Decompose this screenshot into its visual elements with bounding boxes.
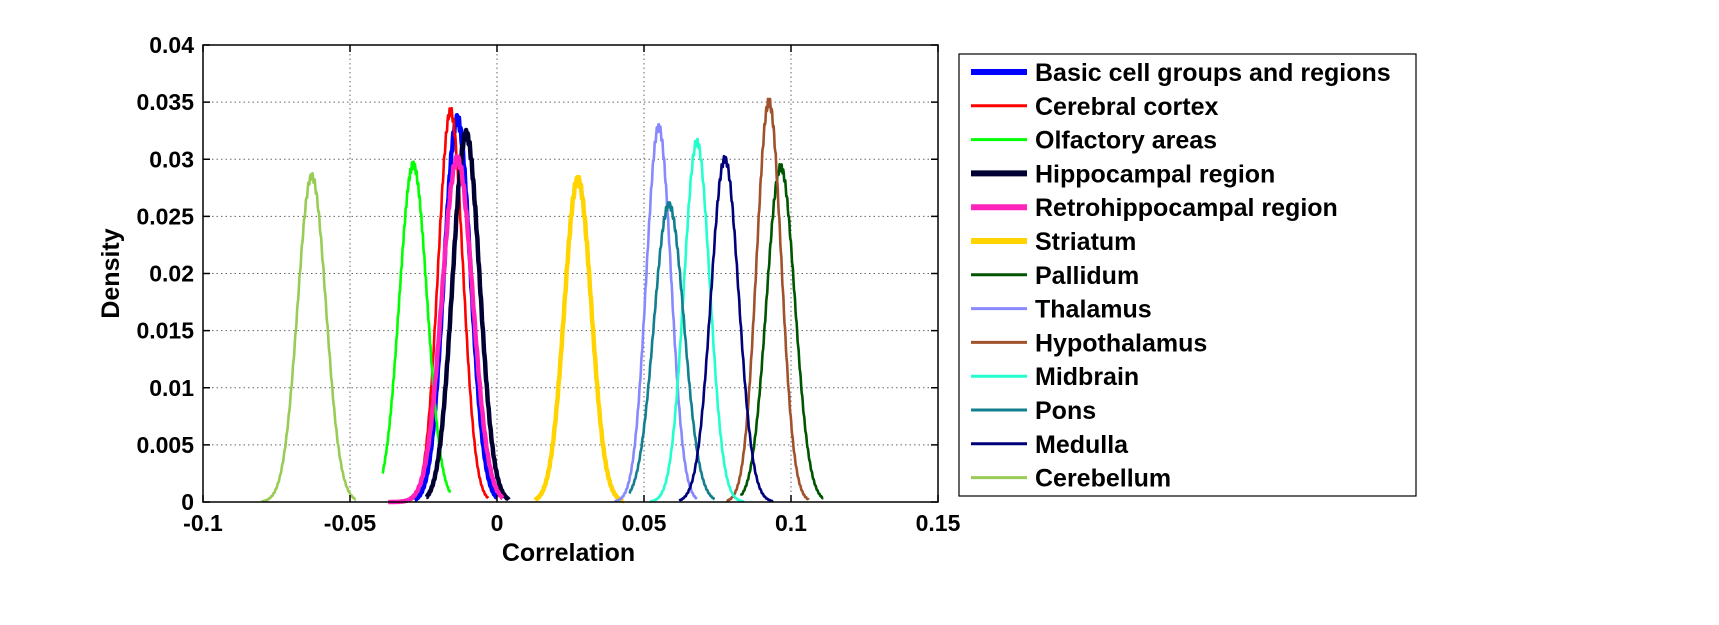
legend-label: Hypothalamus xyxy=(1035,329,1207,357)
density-curve-pons xyxy=(628,201,716,501)
x-tick-label: 0 xyxy=(491,510,504,536)
density-curve-retrohippocampal-region xyxy=(386,154,505,505)
legend-label: Striatum xyxy=(1035,228,1136,256)
y-tick-label: 0.03 xyxy=(149,146,194,172)
density-curve-striatum xyxy=(533,174,626,504)
y-tick-label: 0.025 xyxy=(136,203,194,229)
legend: Basic cell groups and regions Cerebral co… xyxy=(958,53,1417,497)
x-tick-label: -0.05 xyxy=(324,510,377,536)
y-tick-label: 0.01 xyxy=(149,375,194,401)
density-curves xyxy=(261,97,825,505)
legend-label: Cerebellum xyxy=(1035,465,1171,493)
x-tick-label: 0.15 xyxy=(916,510,961,536)
legend-label: Retrohippocampal region xyxy=(1035,194,1338,222)
y-tick-label: 0.04 xyxy=(149,32,194,58)
x-tick-label: 0.05 xyxy=(622,510,667,536)
legend-label: Medulla xyxy=(1035,431,1129,459)
legend-label: Basic cell groups and regions xyxy=(1035,59,1391,87)
y-tick-label: 0.015 xyxy=(136,318,194,344)
density-curve-hypothalamus xyxy=(725,97,810,503)
y-axis-label: Density xyxy=(97,228,125,318)
density-curve-hippocampal-region xyxy=(424,127,511,502)
y-tick-label: 0.005 xyxy=(136,432,194,458)
legend-label: Thalamus xyxy=(1035,296,1152,324)
density-curve-cerebellum xyxy=(261,171,357,503)
density-curve-thalamus xyxy=(613,122,698,503)
legend-label: Pallidum xyxy=(1035,262,1139,290)
density-curve-basic-cell-groups-and-regions xyxy=(412,113,499,502)
legend-label: Hippocampal region xyxy=(1035,160,1275,188)
density-curve-pallidum xyxy=(739,162,825,500)
legend-label: Pons xyxy=(1035,397,1096,425)
density-curve-midbrain xyxy=(649,137,745,503)
legend-label: Cerebral cortex xyxy=(1035,93,1219,121)
x-axis-label: Correlation xyxy=(502,539,635,567)
axis-ticks: -0.1 -0.05 0 0.05 0.1 0.15 0 0.005 0.01 0.015 0.02… xyxy=(136,32,960,536)
x-tick-label: 0.1 xyxy=(775,510,807,536)
legend-label: Midbrain xyxy=(1035,363,1139,391)
y-tick-label: 0.035 xyxy=(136,89,194,115)
y-tick-label: 0.02 xyxy=(149,261,194,287)
density-curve-medulla xyxy=(678,154,775,503)
legend-label: Olfactory areas xyxy=(1035,127,1217,155)
legend-box xyxy=(958,53,1417,497)
y-tick-label: 0 xyxy=(181,489,194,515)
x-tick-label: -0.1 xyxy=(183,510,223,536)
